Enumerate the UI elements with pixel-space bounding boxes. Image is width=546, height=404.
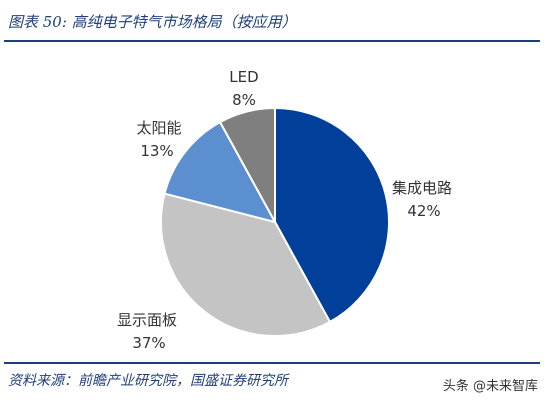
source-divider — [4, 362, 540, 364]
slice-label-led: LED — [229, 68, 258, 86]
slice-label-display-panel: 显示面板 — [117, 311, 177, 329]
chart-title: 图表 50: 高纯电子特气市场格局（按应用） — [8, 13, 297, 31]
slice-value-led: 8% — [232, 91, 256, 109]
slice-value-integrated-circuit: 42% — [407, 202, 440, 220]
slice-label-integrated-circuit: 集成电路 — [392, 179, 452, 197]
source-note: 资料来源：前瞻产业研究院，国盛证券研究所 — [8, 373, 288, 389]
watermark: 头条 @未来智库 — [442, 379, 538, 394]
slice-display-panel — [160, 192, 332, 337]
slice-value-display-panel: 37% — [132, 334, 165, 352]
slice-solar — [163, 120, 277, 224]
slice-integrated-circuit — [274, 106, 390, 324]
slice-value-solar: 13% — [140, 142, 173, 160]
title-divider — [4, 40, 540, 42]
slice-label-solar: 太阳能 — [136, 119, 181, 137]
slice-led — [218, 106, 276, 223]
pie-slices — [160, 106, 390, 337]
